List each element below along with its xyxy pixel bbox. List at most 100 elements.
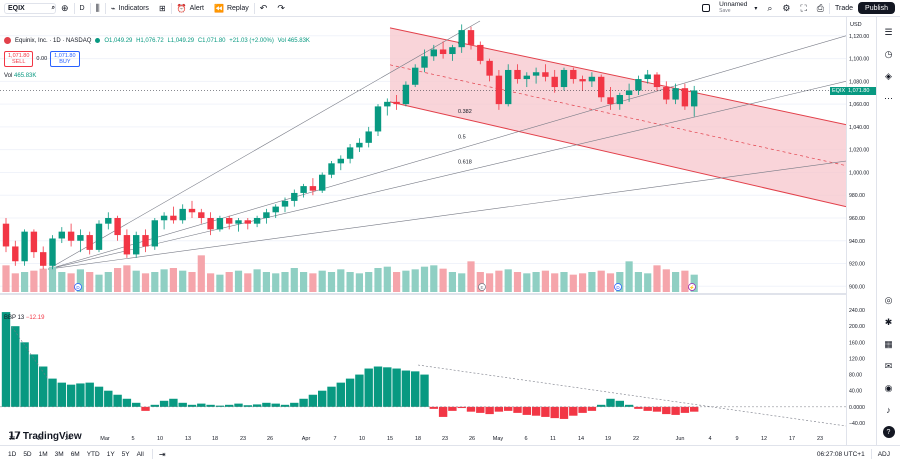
compare-button[interactable]: ⊕ bbox=[56, 0, 74, 17]
target-button[interactable]: ◎ bbox=[882, 293, 896, 307]
fullscreen-button[interactable]: ⛶ bbox=[795, 0, 811, 17]
bbp-bar bbox=[578, 406, 587, 413]
symbol-search[interactable]: EQIX ⌕ bbox=[4, 2, 56, 14]
range-ytd[interactable]: YTD bbox=[86, 450, 100, 458]
price-tick: 980.00 bbox=[849, 193, 865, 199]
watchlist-button[interactable]: ☰ bbox=[882, 25, 896, 39]
bbp-bar bbox=[122, 398, 132, 407]
help-button[interactable]: ? bbox=[882, 425, 896, 439]
redo-button[interactable]: ↷ bbox=[272, 0, 290, 17]
layout-status: Save bbox=[719, 8, 731, 14]
bbp-bar bbox=[308, 394, 318, 407]
visibility-dot-icon[interactable] bbox=[95, 38, 101, 43]
publish-button[interactable]: Publish bbox=[858, 2, 895, 14]
bbp-bar bbox=[476, 406, 485, 413]
range-buttons: 1D 5D 1M 3M 6M YTD 1Y 5Y All bbox=[0, 451, 144, 458]
volume-bar bbox=[606, 273, 615, 292]
candle-body bbox=[514, 69, 521, 80]
candle-body bbox=[123, 235, 131, 255]
bbp-bar bbox=[550, 406, 559, 419]
logo-text: TradingView bbox=[22, 431, 82, 442]
volume-bar bbox=[160, 269, 168, 292]
calendar-button[interactable]: ▦ bbox=[882, 337, 896, 351]
interval-button[interactable]: D bbox=[75, 0, 90, 17]
replay-button[interactable]: ⏪ Replay bbox=[209, 0, 254, 17]
candle-body bbox=[67, 231, 75, 241]
price-scale[interactable]: USD 1,120.00 1,100.00 1,080.00 1,060.00 1,040… bbox=[846, 17, 876, 445]
bell-icon: ♪ bbox=[886, 405, 891, 415]
more-button[interactable]: ⋯ bbox=[882, 91, 896, 105]
calendar-go-icon: ⇥ bbox=[158, 449, 166, 459]
range-1m[interactable]: 1M bbox=[38, 450, 48, 458]
candle-body bbox=[439, 49, 447, 55]
volume-bar bbox=[67, 273, 75, 292]
quick-search-button[interactable]: ⌕ bbox=[762, 0, 777, 17]
goto-date-button[interactable]: ⇥ bbox=[159, 450, 166, 459]
indicators-button[interactable]: ⌁ Indicators bbox=[106, 0, 154, 17]
volume-bar bbox=[21, 272, 29, 292]
event-marker-label: ⚡ bbox=[689, 284, 695, 291]
volume-bar bbox=[690, 274, 698, 292]
range-5y[interactable]: 5Y bbox=[121, 450, 130, 458]
interval-label: D bbox=[79, 4, 85, 12]
volume-bar bbox=[207, 273, 215, 292]
open-value: O1,049.29 bbox=[104, 37, 133, 44]
bbp-trendline-2 bbox=[417, 364, 846, 427]
range-3m[interactable]: 3M bbox=[54, 450, 64, 458]
candle-body bbox=[384, 101, 391, 107]
candle-body bbox=[356, 142, 363, 148]
adjust-toggle[interactable]: ADJ bbox=[877, 450, 890, 458]
bbp-bar bbox=[76, 383, 85, 407]
volume-bar bbox=[141, 273, 150, 292]
clock-text[interactable]: 06:27:08 UTC+1 bbox=[816, 450, 865, 458]
settings-button[interactable]: ⚙ bbox=[777, 0, 795, 17]
sell-button[interactable]: 1,071.80 SELL bbox=[4, 51, 34, 67]
candle-body bbox=[328, 163, 335, 175]
stream-button[interactable]: ◉ bbox=[882, 381, 896, 395]
chart-type-button[interactable]: ⫼ bbox=[91, 0, 105, 17]
candle-body bbox=[309, 186, 317, 191]
bbp-bar bbox=[132, 402, 141, 407]
candle-body bbox=[244, 220, 251, 224]
stream-icon: ◉ bbox=[884, 382, 893, 393]
time-label: May bbox=[493, 436, 504, 442]
ohlc-values: O1,049.29 H1,076.72 L1,049.29 C1,071.80 … bbox=[104, 38, 312, 44]
range-6m[interactable]: 6M bbox=[70, 450, 80, 458]
volume-bar bbox=[420, 266, 429, 292]
alert-button[interactable]: ⏰ Alert bbox=[172, 0, 209, 17]
event-marker[interactable] bbox=[688, 283, 696, 291]
symbol-logo-icon bbox=[4, 37, 11, 44]
candle-body bbox=[58, 231, 65, 239]
time-label: Apr bbox=[302, 436, 311, 442]
ideas-button[interactable]: ✱ bbox=[882, 315, 896, 329]
event-marker[interactable] bbox=[74, 283, 82, 291]
candle-body bbox=[95, 223, 103, 250]
range-1y[interactable]: 1Y bbox=[106, 450, 115, 458]
candle-body bbox=[2, 223, 10, 247]
bbp-tick: 240.00 bbox=[849, 308, 865, 314]
bbp-bar bbox=[466, 406, 476, 412]
snapshot-button[interactable]: ⎙ bbox=[812, 0, 829, 17]
templates-button[interactable]: ⊞ bbox=[154, 0, 171, 17]
volume-bar bbox=[393, 272, 401, 292]
volume-bar bbox=[234, 270, 243, 292]
bbp-bar bbox=[39, 366, 48, 407]
range-all[interactable]: All bbox=[136, 450, 144, 458]
notifications-button[interactable]: ♪ bbox=[882, 403, 896, 417]
trade-button[interactable]: Trade bbox=[830, 0, 858, 17]
volume-bar bbox=[337, 269, 345, 292]
event-marker[interactable] bbox=[614, 283, 622, 291]
undo-button[interactable]: ↶ bbox=[255, 0, 273, 17]
bbp-bar bbox=[504, 406, 513, 411]
alerts-panel-button[interactable]: ◷ bbox=[882, 47, 896, 61]
range-1d[interactable]: 1D bbox=[8, 450, 17, 458]
buy-button[interactable]: 1,071.80 BUY bbox=[50, 51, 80, 67]
event-marker[interactable] bbox=[478, 283, 486, 291]
layers-button[interactable]: ◈ bbox=[882, 69, 896, 83]
chat-button[interactable]: ✉ bbox=[882, 359, 896, 373]
range-5d[interactable]: 5D bbox=[23, 450, 32, 458]
candle-body bbox=[281, 200, 289, 207]
layout-button[interactable]: Unnamed Save ▾ bbox=[697, 0, 762, 17]
